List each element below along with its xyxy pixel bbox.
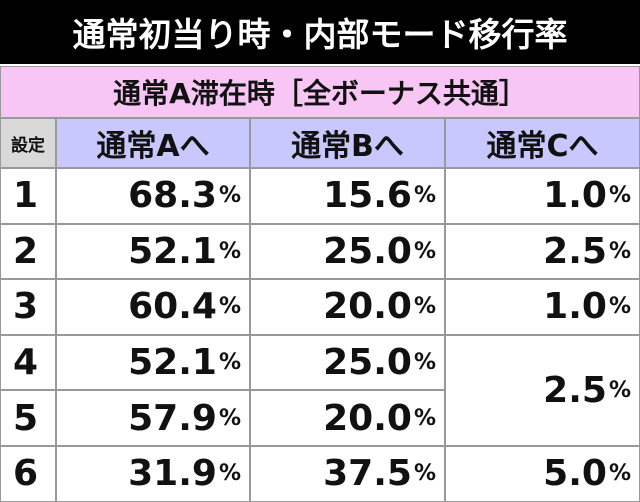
title: 通常初当り時・内部モード移行率 bbox=[0, 0, 640, 64]
header-cell: 通常Cへ bbox=[445, 118, 640, 168]
rate-cell: 68.3% bbox=[56, 168, 250, 224]
setting-cell: 6 bbox=[0, 446, 56, 502]
header-cell: 通常Aへ bbox=[56, 118, 250, 168]
rate-cell: 1.0% bbox=[445, 279, 640, 335]
setting-cell: 3 bbox=[0, 279, 56, 335]
rate-cell: 25.0% bbox=[250, 334, 445, 391]
header-cell: 通常Bへ bbox=[250, 118, 445, 168]
rate-cell: 25.0% bbox=[250, 223, 445, 280]
rate-cell: 2.5% bbox=[445, 334, 640, 446]
rate-cell: 2.5% bbox=[445, 223, 640, 280]
rate-cell: 20.0% bbox=[250, 390, 445, 446]
rate-cell: 20.0% bbox=[250, 279, 445, 335]
setting-cell: 2 bbox=[0, 223, 56, 280]
setting-cell: 4 bbox=[0, 334, 56, 391]
setting-cell: 5 bbox=[0, 390, 56, 446]
rate-cell: 37.5% bbox=[250, 446, 445, 502]
rate-cell: 5.0% bbox=[445, 446, 640, 502]
table-caption: 通常A滞在時［全ボーナス共通］ bbox=[0, 66, 640, 118]
header-cell: 設定 bbox=[0, 118, 56, 168]
rate-cell: 52.1% bbox=[56, 223, 250, 280]
rate-cell: 31.9% bbox=[56, 446, 250, 502]
rate-cell: 52.1% bbox=[56, 334, 250, 391]
rate-cell: 1.0% bbox=[445, 168, 640, 224]
setting-cell: 1 bbox=[0, 168, 56, 224]
rate-cell: 15.6% bbox=[250, 168, 445, 224]
rate-cell: 57.9% bbox=[56, 390, 250, 446]
rate-cell: 60.4% bbox=[56, 279, 250, 335]
